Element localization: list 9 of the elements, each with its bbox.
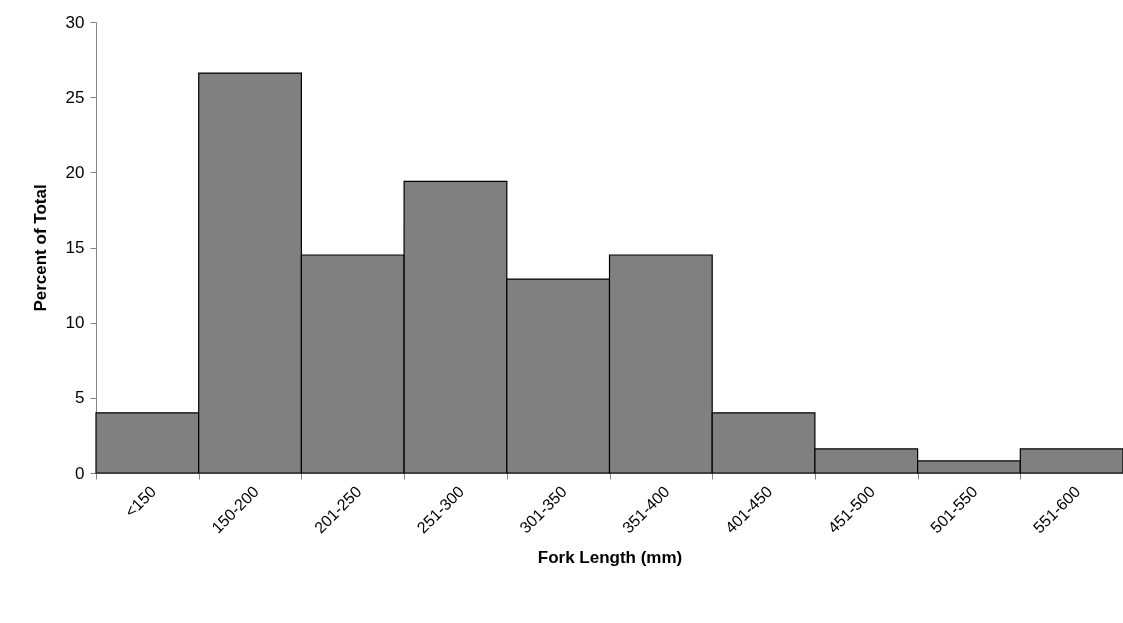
y-tick-label: 30 [65,12,85,32]
y-axis-title: Percent of Total [30,184,50,312]
y-tick-label: 15 [65,238,85,257]
y-tick-label: 25 [65,87,85,107]
y-tick-label: 20 [65,162,85,182]
y-tick-label: 5 [75,388,85,408]
y-tick-label: 10 [65,313,85,333]
x-axis-title: Fork Length (mm) [537,548,683,568]
y-tick-label: 0 [75,463,85,483]
